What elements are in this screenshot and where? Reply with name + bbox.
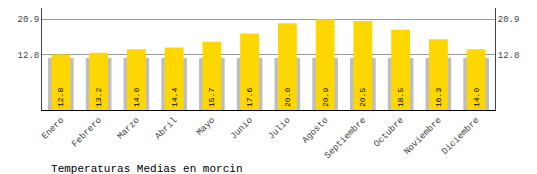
svg-text:14.0: 14.0 [132,88,141,107]
svg-text:Junio: Junio [229,116,255,142]
svg-text:Enero: Enero [40,116,66,142]
svg-text:Marzo: Marzo [116,116,142,142]
svg-text:12.8: 12.8 [18,51,40,61]
svg-text:Temperaturas Medias en morcin: Temperaturas Medias en morcin [51,163,242,174]
svg-text:17.6: 17.6 [245,88,254,107]
svg-text:12.8: 12.8 [498,51,520,61]
svg-text:16.3: 16.3 [434,88,443,107]
svg-text:Octubre: Octubre [372,116,406,150]
svg-text:20.9: 20.9 [498,15,520,25]
svg-text:20.9: 20.9 [18,15,40,25]
svg-text:Febrero: Febrero [70,116,104,150]
svg-text:Diciembre: Diciembre [440,116,481,157]
svg-text:Septiembre: Septiembre [323,116,368,161]
svg-text:20.0: 20.0 [283,88,292,107]
svg-text:18.5: 18.5 [396,88,405,107]
svg-text:15.7: 15.7 [207,88,216,107]
svg-text:13.2: 13.2 [94,88,103,107]
svg-text:Abril: Abril [153,116,179,142]
svg-text:14.0: 14.0 [472,88,481,107]
svg-text:Mayo: Mayo [195,116,217,138]
svg-text:Julio: Julio [267,116,293,142]
svg-text:14.4: 14.4 [170,88,179,107]
svg-text:20.9: 20.9 [321,88,330,107]
svg-text:20.5: 20.5 [358,88,367,107]
svg-text:12.8: 12.8 [56,88,65,107]
svg-text:Noviembre: Noviembre [402,116,443,157]
svg-text:Agosto: Agosto [300,116,330,146]
